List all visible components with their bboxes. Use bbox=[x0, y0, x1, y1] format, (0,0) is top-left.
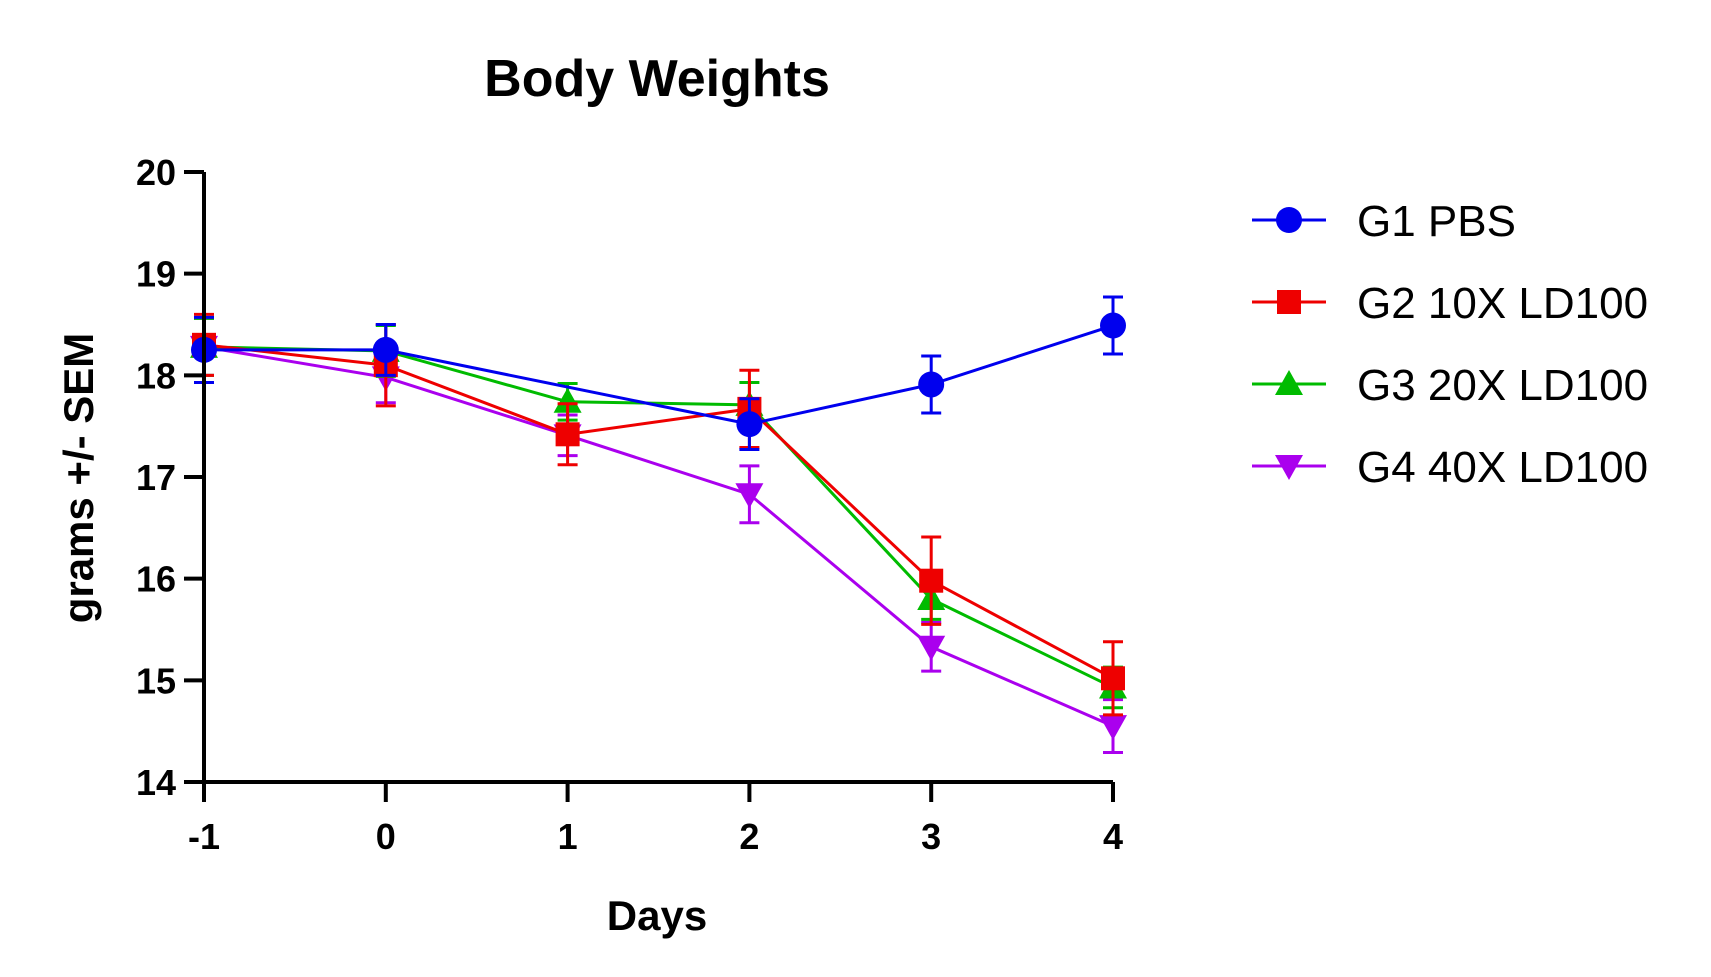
x-axis-label: Days bbox=[607, 892, 707, 939]
legend-label: G4 40X LD100 bbox=[1357, 443, 1648, 492]
legend-marker bbox=[1275, 455, 1303, 480]
data-point bbox=[919, 568, 944, 593]
y-tick-label: 16 bbox=[136, 559, 176, 600]
chart-title: Body Weights bbox=[484, 50, 830, 108]
y-tick-label: 14 bbox=[136, 762, 176, 803]
legend-item: G1 PBS bbox=[1252, 197, 1516, 246]
legend-item: G4 40X LD100 bbox=[1252, 443, 1648, 492]
legend-marker bbox=[1277, 290, 1301, 314]
y-tick-label: 20 bbox=[136, 152, 176, 193]
series-line bbox=[203, 343, 1114, 680]
legend-label: G1 PBS bbox=[1357, 197, 1516, 246]
data-point bbox=[372, 336, 399, 363]
legend: G1 PBS G2 10X LD100 G3 20X LD100 G4 40X LD1… bbox=[1252, 197, 1648, 492]
data-point bbox=[736, 411, 763, 438]
data-point bbox=[917, 635, 946, 661]
y-axis-label: grams +/- SEM bbox=[55, 333, 102, 624]
series-3 bbox=[190, 316, 1127, 710]
data-point bbox=[1101, 666, 1125, 691]
x-axis-ticks: -1 0 1 2 3 4 bbox=[188, 782, 1123, 857]
y-tick-label: 15 bbox=[136, 660, 176, 701]
series-line bbox=[204, 324, 1114, 426]
series-1 bbox=[191, 295, 1126, 452]
series-2 bbox=[192, 312, 1125, 717]
series-line bbox=[203, 345, 1114, 728]
y-axis-ticks: 14 15 16 17 18 19 20 bbox=[136, 152, 204, 803]
legend-marker bbox=[1275, 370, 1303, 395]
x-tick-label: 0 bbox=[376, 816, 396, 857]
legend-marker bbox=[1276, 207, 1302, 233]
legend-label: G2 10X LD100 bbox=[1357, 279, 1648, 328]
x-tick-label: -1 bbox=[188, 816, 220, 857]
y-tick-label: 18 bbox=[136, 355, 176, 396]
legend-item: G3 20X LD100 bbox=[1252, 361, 1648, 410]
x-tick-label: 1 bbox=[558, 816, 578, 857]
x-tick-label: 3 bbox=[921, 816, 941, 857]
legend-label: G3 20X LD100 bbox=[1357, 361, 1648, 410]
series-4 bbox=[190, 316, 1127, 755]
series-line bbox=[203, 345, 1114, 689]
data-point bbox=[555, 422, 580, 447]
x-tick-label: 2 bbox=[739, 816, 759, 857]
data-point bbox=[1099, 715, 1127, 741]
plot-area bbox=[190, 295, 1127, 755]
data-point bbox=[553, 387, 582, 413]
legend-item: G2 10X LD100 bbox=[1252, 279, 1648, 328]
data-point bbox=[918, 371, 945, 398]
data-point bbox=[1100, 312, 1126, 339]
x-tick-label: 4 bbox=[1103, 816, 1123, 857]
data-point bbox=[735, 483, 764, 509]
y-tick-label: 19 bbox=[136, 254, 176, 295]
y-tick-label: 17 bbox=[136, 457, 176, 498]
